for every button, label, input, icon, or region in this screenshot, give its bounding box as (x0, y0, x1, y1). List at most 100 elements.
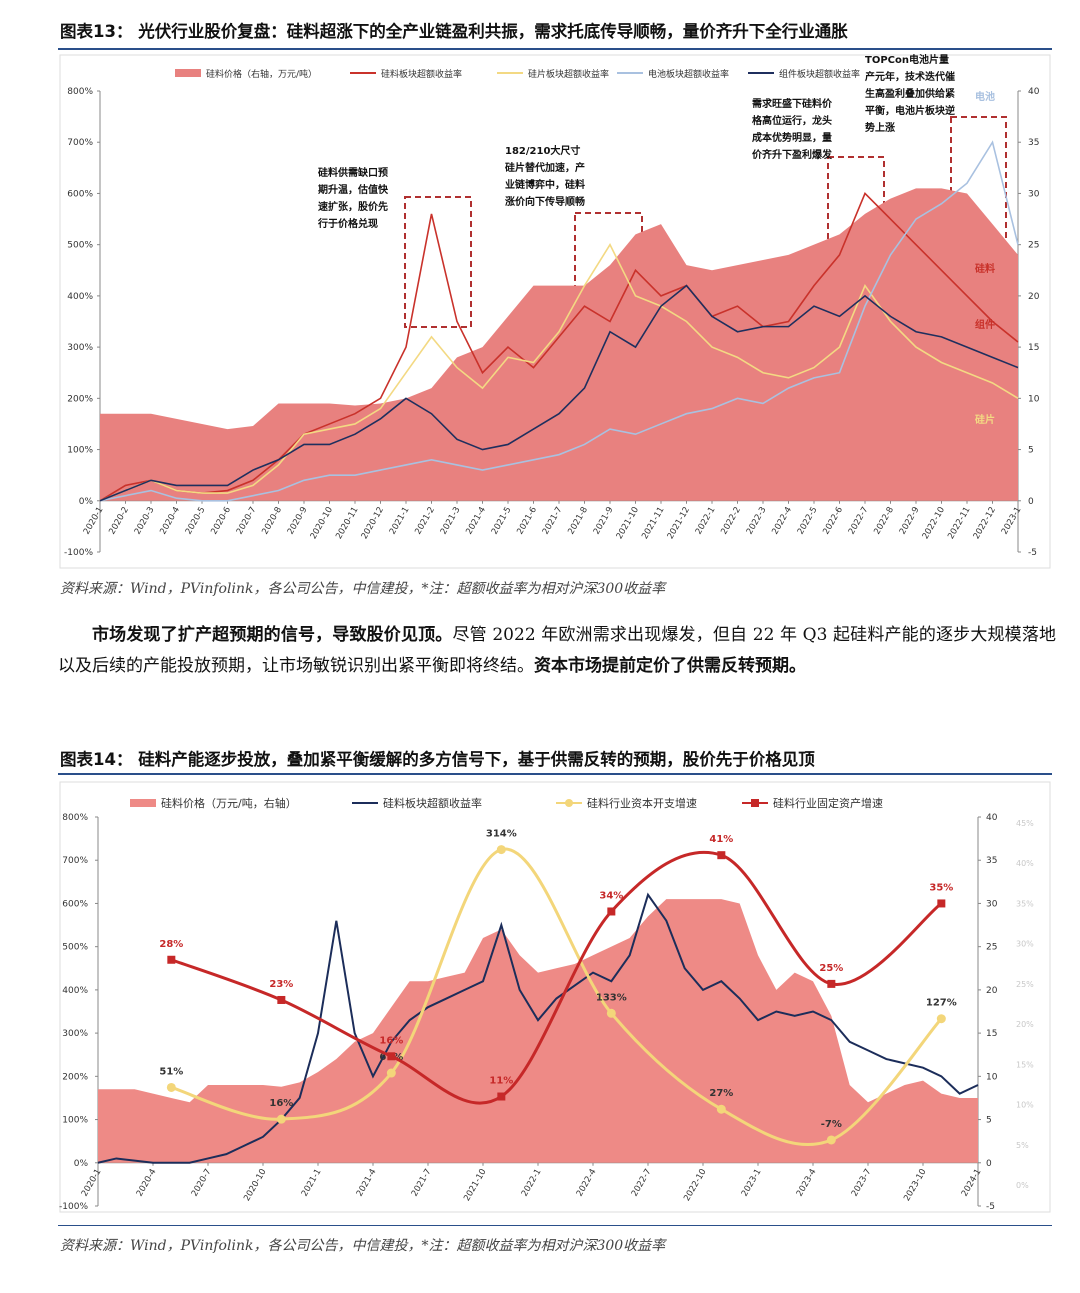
body-text: 尽管 2022 年欧洲需求出现爆发，但自 22 年 Q3 起硅料产能的逐步大规模… (58, 625, 1056, 676)
y2-tick-label: 35 (1028, 138, 1039, 148)
y2-tick-label: 5 (986, 1116, 992, 1126)
y3-tick-label: 20% (1016, 1020, 1034, 1029)
annotation: 需求旺盛下硅料价格高位运行，龙头成本优势明显，量价齐升下盈利爆发 (752, 99, 832, 161)
y-tick-label: 500% (62, 943, 88, 953)
legend-swatch (130, 799, 156, 807)
y3-tick-label: 0% (1016, 1181, 1029, 1190)
y2-tick-label: 0 (1028, 497, 1034, 507)
y2-tick-label: 15 (1028, 343, 1039, 353)
y-tick-label: 800% (67, 87, 93, 97)
line (99, 140, 1019, 502)
legend-label: 硅料板块超额收益率 (383, 796, 482, 810)
x-tick-label: 2022-10 (682, 1167, 708, 1203)
rule (58, 1225, 1052, 1226)
x-tick-label: 2022-7 (630, 1167, 654, 1198)
y2-tick-label: 40 (986, 813, 998, 823)
data-label: -7% (821, 1119, 842, 1130)
point (717, 851, 726, 860)
point (607, 907, 616, 916)
y2-tick-label: 5 (1028, 446, 1034, 456)
legend-marker (751, 799, 759, 807)
chart: -100%0%100%200%300%400%500%600%700%800%-… (59, 781, 1051, 1213)
data-label: 133% (596, 992, 627, 1003)
legend-label: 电池板块超额收益率 (648, 68, 729, 80)
point (166, 1082, 176, 1092)
legend-label: 硅片板块超额收益率 (528, 68, 609, 80)
source-note: 资料来源：Wind，PVinfolink，各公司公告，中信建投，*注：超额收益率… (60, 1238, 666, 1254)
series-label: 硅片 (975, 413, 995, 426)
source-note: 资料来源：Wind，PVinfolink，各公司公告，中信建投，*注：超额收益率… (60, 581, 666, 597)
legend-label: 硅料价格（右轴，万元/吨） (206, 68, 317, 80)
point (276, 1114, 286, 1124)
legend-label: 硅料行业资本开支增速 (587, 796, 697, 810)
data-label: 25% (819, 963, 843, 974)
x-tick-label: 2023-10 (902, 1167, 928, 1203)
point (277, 995, 286, 1004)
y-tick-label: -100% (59, 1202, 88, 1212)
point (716, 1104, 726, 1114)
y-tick-label: 700% (67, 138, 93, 148)
data-label: 35% (929, 882, 953, 893)
point (386, 1068, 396, 1078)
x-tick-label: 2022-4 (575, 1167, 599, 1198)
y-tick-label: 700% (62, 856, 88, 866)
y-tick-label: 0% (74, 1159, 89, 1169)
line (99, 243, 1019, 502)
y2-tick-label: 0 (986, 1159, 992, 1169)
y3-tick-label: 25% (1016, 980, 1034, 989)
point (167, 955, 176, 964)
line (99, 192, 1019, 502)
y3-tick-label: 5% (1016, 1141, 1029, 1150)
annotation: 硅料供需缺口预期升温，估值快速扩张，股价先行于价格兑现 (318, 168, 388, 230)
y-tick-label: 100% (62, 1116, 88, 1126)
y3-tick-label: 40% (1016, 859, 1034, 868)
x-tick-label: 2021-1 (300, 1167, 324, 1198)
y2-tick-label: 40 (1028, 87, 1040, 97)
data-label: 28% (159, 939, 183, 950)
figure-title: 图表13： 光伏行业股价复盘：硅料超涨下的全产业链盈利共振，需求托底传导顺畅，量… (60, 22, 848, 41)
y2-tick-label: 25 (986, 943, 997, 953)
y-tick-label: 400% (62, 986, 88, 996)
x-tick-label: 2020-10 (242, 1167, 268, 1203)
highlight-box (404, 196, 472, 328)
y3-tick-label: 15% (1016, 1060, 1034, 1069)
legend-swatch (175, 69, 201, 77)
title-rule (58, 48, 1052, 50)
chart-frame (59, 781, 1051, 1213)
y2-tick-label: 15 (986, 1029, 997, 1039)
x-tick-label: 2021-4 (355, 1167, 379, 1198)
title-rule (58, 773, 1052, 775)
y2-tick-label: -5 (1028, 548, 1037, 558)
growth-line (170, 847, 943, 1146)
bold-text: 市场发现了扩产超预期的信号，导致股价见顶。 (92, 625, 453, 645)
y-tick-label: 200% (62, 1072, 88, 1082)
legend-label: 硅料行业固定资产增速 (773, 796, 883, 810)
data-label: 16% (269, 1098, 293, 1109)
data-label: 11% (489, 1076, 513, 1087)
x-tick-label: 2020-7 (190, 1167, 214, 1198)
series-label: 硅料 (975, 262, 995, 275)
point (496, 845, 506, 855)
data-label: 27% (709, 1088, 733, 1099)
line (97, 892, 979, 1164)
x-tick-label: 2021-10 (462, 1167, 488, 1203)
point (937, 899, 946, 908)
legend-marker (565, 799, 573, 807)
y2-tick-label: 30 (986, 899, 998, 909)
y3-tick-label: 10% (1016, 1101, 1034, 1110)
y-tick-label: 100% (67, 446, 93, 456)
x-tick-label: 2020-4 (135, 1167, 159, 1198)
y-tick-label: 0% (79, 497, 94, 507)
data-label: 314% (486, 829, 517, 840)
x-tick-label: 2023-1 (740, 1167, 764, 1198)
chart: -100%0%100%200%300%400%500%600%700%800%-… (59, 54, 1051, 569)
point (827, 979, 836, 988)
y-tick-label: 400% (67, 292, 93, 302)
y3-tick-label: 30% (1016, 940, 1034, 949)
growth-line (170, 850, 943, 1105)
point (497, 1092, 506, 1101)
y-tick-label: 600% (62, 899, 88, 909)
legend-label: 硅料板块超额收益率 (381, 68, 462, 80)
point (387, 1052, 396, 1061)
area (100, 188, 1018, 501)
